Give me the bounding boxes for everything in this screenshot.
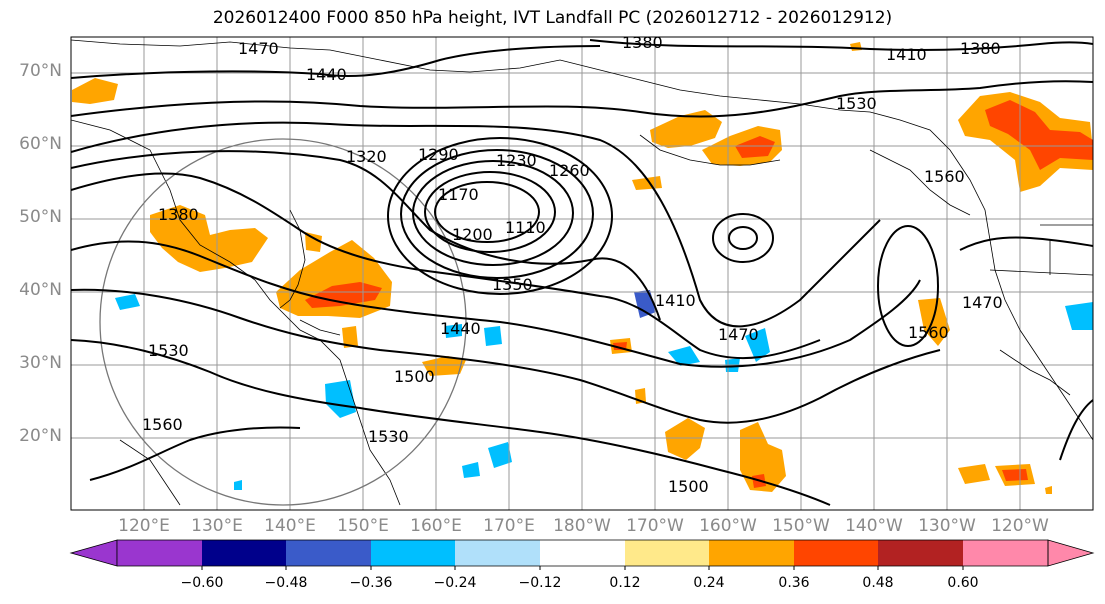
contour-label: 1170	[438, 185, 479, 204]
contour-label: 1470	[962, 293, 1003, 312]
colorbar-tick-label: −0.24	[433, 575, 477, 591]
latitude-label: 60°N	[19, 134, 62, 154]
contour-label: 1350	[492, 275, 533, 294]
longitude-label: 140°E	[264, 516, 316, 536]
contour-label: 1410	[886, 45, 927, 64]
contour-label: 1440	[440, 319, 481, 338]
contour-label: 1500	[394, 367, 435, 386]
colorbar-tick-label: 0.60	[947, 575, 979, 591]
colorbar-segment	[202, 540, 286, 566]
colorbar-tick-label: 0.48	[862, 575, 894, 591]
colorbar-segment	[540, 540, 625, 566]
contour-label: 1320	[346, 147, 387, 166]
contour-label: 1290	[418, 145, 459, 164]
map-frame	[70, 36, 1094, 511]
colorbar-tick-label: −0.12	[518, 575, 562, 591]
map-title: 2026012400 F000 850 hPa height, IVT Land…	[212, 8, 893, 28]
colorbar-segment	[709, 540, 794, 566]
colorbar-tick-label: −0.36	[349, 575, 393, 591]
colorbar-segment	[878, 540, 963, 566]
colorbar-tick-label: −0.60	[180, 575, 224, 591]
colorbar-extend-high	[1047, 539, 1095, 567]
colorbar-tick-label: 0.12	[609, 575, 641, 591]
colorbar-tick-label: 0.24	[693, 575, 725, 591]
latitude-label: 30°N	[19, 353, 62, 373]
contour-label: 1500	[668, 477, 709, 496]
colorbar-extend-low	[69, 539, 118, 567]
contour-label: 1380	[960, 39, 1001, 58]
longitude-label: 180°W	[553, 516, 611, 536]
colorbar	[69, 539, 1095, 570]
coastlines	[71, 39, 1093, 506]
colorbar-segment	[794, 540, 878, 566]
contour-labels: 1470 1380 1440 1410 1380 1530 1320 1290 …	[142, 33, 1003, 496]
contour-label: 1470	[238, 39, 279, 58]
contour-label: 1560	[908, 323, 949, 342]
longitude-label: 150°W	[772, 516, 830, 536]
contour-label: 1530	[148, 341, 189, 360]
colorbar-segment	[117, 540, 202, 566]
longitude-label: 170°E	[483, 516, 535, 536]
longitude-label: 120°E	[118, 516, 170, 536]
colorbar-tick-label: 0.36	[778, 575, 810, 591]
ivt-negative-anomalies	[115, 290, 1093, 490]
contour-label: 1560	[924, 167, 965, 186]
contour-label: 1530	[836, 94, 877, 113]
height-contours	[71, 39, 1093, 506]
latitude-label: 70°N	[19, 61, 62, 81]
contour-label: 1380	[622, 33, 663, 52]
graticule	[71, 37, 1093, 510]
colorbar-tick-label: −0.48	[264, 575, 308, 591]
latitude-label: 50°N	[19, 207, 62, 227]
contour-label: 1410	[655, 291, 696, 310]
longitude-label: 140°W	[845, 516, 903, 536]
colorbar-segment	[286, 540, 371, 566]
colorbar-segment	[963, 540, 1048, 566]
contour-label: 1560	[142, 415, 183, 434]
colorbar-segment	[625, 540, 709, 566]
longitude-label: 120°W	[991, 516, 1049, 536]
longitude-label: 170°W	[626, 516, 684, 536]
longitude-label: 130°E	[191, 516, 243, 536]
contour-label: 1530	[368, 427, 409, 446]
latitude-label: 40°N	[19, 280, 62, 300]
contour-label: 1230	[496, 151, 537, 170]
contour-label: 1200	[452, 225, 493, 244]
colorbar-segment	[371, 540, 455, 566]
contour-label: 1380	[158, 205, 199, 224]
contour-label: 1110	[505, 218, 546, 237]
longitude-label: 160°W	[699, 516, 757, 536]
longitude-label: 150°E	[337, 516, 389, 536]
colorbar-segment	[455, 540, 540, 566]
contour-label: 1440	[306, 65, 347, 84]
longitude-label: 130°W	[918, 516, 976, 536]
contour-label: 1470	[718, 325, 759, 344]
contour-label: 1260	[549, 161, 590, 180]
reference-circle	[99, 138, 467, 506]
latitude-label: 20°N	[19, 426, 62, 446]
longitude-label: 160°E	[410, 516, 462, 536]
